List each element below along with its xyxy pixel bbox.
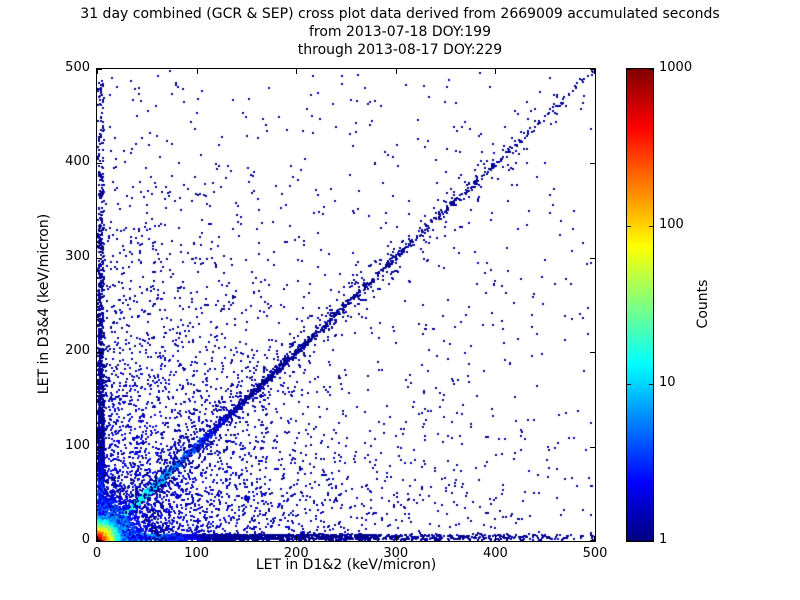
x-tick-label: 100 [184,546,210,561]
colorbar-tick-mark-right [649,226,653,228]
y-tick-mark [97,446,102,448]
y-tick-mark [97,540,102,541]
y-tick-label: 0 [81,532,90,547]
colorbar [626,68,654,542]
x-tick-mark-top [97,69,98,74]
x-tick-label: 500 [582,546,608,561]
x-tick-mark [296,536,298,541]
x-tick-mark [594,536,595,541]
colorbar-label: Counts [695,279,711,329]
y-tick-mark [97,257,102,259]
y-tick-label: 200 [65,343,90,359]
y-tick-mark-right [590,69,595,70]
y-tick-mark-right [590,257,595,259]
x-tick-mark [395,536,397,541]
y-axis-label: LET in D3&4 (keV/micron) [36,213,52,395]
x-tick-mark-top [395,69,397,74]
x-tick-label: 400 [482,546,508,561]
colorbar-gradient [627,69,653,541]
x-tick-mark-top [296,69,298,74]
scatter-canvas [97,69,595,541]
colorbar-tick-mark [627,226,631,228]
colorbar-tick-mark [627,383,631,385]
y-tick-mark [97,163,102,165]
x-axis-label: LET in D1&2 (keV/micron) [255,557,437,573]
x-tick-mark-top [196,69,198,74]
colorbar-tick-label: 10 [659,374,676,390]
y-tick-mark-right [590,352,595,354]
colorbar-tick-label: 1 [659,532,668,547]
chart-title-line1: 31 day combined (GCR & SEP) cross plot d… [80,6,720,22]
x-tick-label: 0 [92,546,102,561]
y-tick-mark-right [590,540,595,541]
colorbar-tick-mark [627,540,631,541]
y-tick-mark-right [590,163,595,165]
y-tick-mark [97,352,102,354]
plot-area [96,68,596,542]
y-tick-label: 300 [65,248,90,264]
chart-title-line2: from 2013-07-18 DOY:199 [308,24,491,40]
x-tick-mark [495,536,497,541]
colorbar-tick-label: 1000 [659,60,693,75]
chart-title-line3: through 2013-08-17 DOY:229 [297,42,503,58]
chart-title: 31 day combined (GCR & SEP) cross plot d… [0,5,800,59]
colorbar-tick-mark [627,69,631,70]
x-tick-mark [97,536,98,541]
x-tick-label: 200 [283,546,309,561]
y-tick-mark-right [590,446,595,448]
x-tick-label: 300 [383,546,409,561]
x-tick-mark [196,536,198,541]
colorbar-tick-mark-right [649,540,653,541]
colorbar-tick-label: 100 [659,217,684,233]
y-tick-mark [97,69,102,70]
y-tick-label: 500 [65,60,90,75]
colorbar-tick-mark-right [649,69,653,70]
colorbar-tick-mark-right [649,383,653,385]
x-tick-mark-top [495,69,497,74]
y-tick-label: 100 [65,437,90,453]
y-tick-label: 400 [65,154,90,170]
x-tick-mark-top [594,69,595,74]
